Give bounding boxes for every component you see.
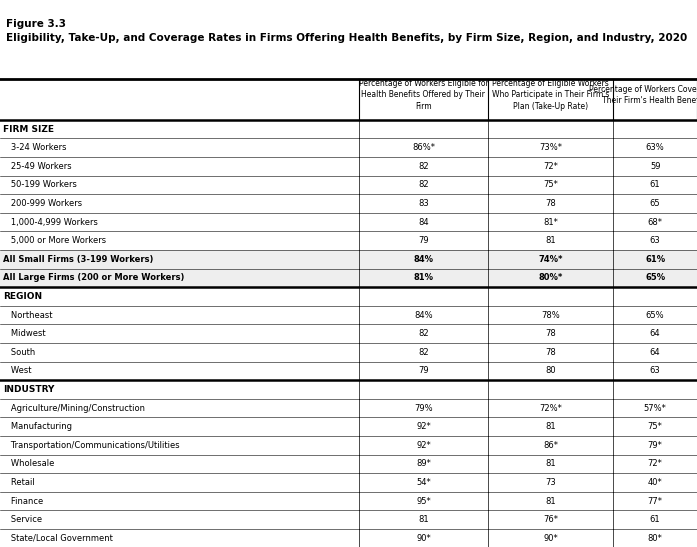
Text: 63: 63 <box>650 236 661 245</box>
Text: 78: 78 <box>545 329 556 338</box>
Text: 57%*: 57%* <box>644 404 666 412</box>
Text: Percentage of Workers Covered by
Their Firm's Health Benefits: Percentage of Workers Covered by Their F… <box>589 85 697 105</box>
Text: 82: 82 <box>418 181 429 189</box>
Text: 50-199 Workers: 50-199 Workers <box>3 181 77 189</box>
Text: 79: 79 <box>418 366 429 375</box>
Text: 84: 84 <box>418 218 429 226</box>
Text: 83: 83 <box>418 199 429 208</box>
Text: 61%: 61% <box>645 255 665 264</box>
Text: 40*: 40* <box>648 478 663 487</box>
Text: 81: 81 <box>545 459 556 468</box>
Text: 80%*: 80%* <box>539 274 562 282</box>
Text: REGION: REGION <box>3 292 43 301</box>
Text: 64: 64 <box>650 348 661 357</box>
Text: 73: 73 <box>545 478 556 487</box>
Text: State/Local Government: State/Local Government <box>3 534 114 543</box>
Text: 79: 79 <box>418 236 429 245</box>
Text: Figure 3.3: Figure 3.3 <box>6 19 66 29</box>
Text: 59: 59 <box>650 162 661 171</box>
Text: 95*: 95* <box>416 497 431 505</box>
Text: 64: 64 <box>650 329 661 338</box>
Text: 200-999 Workers: 200-999 Workers <box>3 199 83 208</box>
Text: Eligibility, Take-Up, and Coverage Rates in Firms Offering Health Benefits, by F: Eligibility, Take-Up, and Coverage Rates… <box>6 33 687 43</box>
Text: 82: 82 <box>418 329 429 338</box>
Text: 81: 81 <box>545 422 556 431</box>
Text: 90*: 90* <box>416 534 431 543</box>
Text: 1,000-4,999 Workers: 1,000-4,999 Workers <box>3 218 98 226</box>
Text: 65%: 65% <box>645 274 665 282</box>
Text: 82: 82 <box>418 162 429 171</box>
Text: 72*: 72* <box>648 459 663 468</box>
Text: 63%: 63% <box>646 143 664 152</box>
Text: 81*: 81* <box>543 218 558 226</box>
Text: 81: 81 <box>418 515 429 524</box>
Text: 80: 80 <box>545 366 556 375</box>
Text: Service: Service <box>3 515 43 524</box>
Text: 3-24 Workers: 3-24 Workers <box>3 143 67 152</box>
Text: Midwest: Midwest <box>3 329 46 338</box>
Text: South: South <box>3 348 36 357</box>
Text: 78%: 78% <box>542 311 560 319</box>
Text: 90*: 90* <box>543 534 558 543</box>
Text: 65: 65 <box>650 199 661 208</box>
Text: 78: 78 <box>545 199 556 208</box>
Text: 25-49 Workers: 25-49 Workers <box>3 162 72 171</box>
Text: Retail: Retail <box>3 478 36 487</box>
Text: 73%*: 73%* <box>539 143 562 152</box>
Bar <box>0 269 697 287</box>
Text: 81: 81 <box>545 236 556 245</box>
Text: 86*: 86* <box>543 441 558 450</box>
Text: FIRM SIZE: FIRM SIZE <box>3 125 54 133</box>
Text: 5,000 or More Workers: 5,000 or More Workers <box>3 236 107 245</box>
Text: 75*: 75* <box>543 181 558 189</box>
Text: 89*: 89* <box>416 459 431 468</box>
Text: West: West <box>3 366 32 375</box>
Text: All Large Firms (200 or More Workers): All Large Firms (200 or More Workers) <box>3 274 185 282</box>
Text: 79%: 79% <box>414 404 433 412</box>
Text: 78: 78 <box>545 348 556 357</box>
Text: 81: 81 <box>545 497 556 505</box>
Text: INDUSTRY: INDUSTRY <box>3 385 55 394</box>
Text: 77*: 77* <box>648 497 663 505</box>
Text: 92*: 92* <box>416 422 431 431</box>
Text: 72%*: 72%* <box>539 404 562 412</box>
Text: 92*: 92* <box>416 441 431 450</box>
Text: 76*: 76* <box>543 515 558 524</box>
Text: Agriculture/Mining/Construction: Agriculture/Mining/Construction <box>3 404 146 412</box>
Text: 61: 61 <box>650 515 661 524</box>
Text: 80*: 80* <box>648 534 663 543</box>
Text: All Small Firms (3-199 Workers): All Small Firms (3-199 Workers) <box>3 255 154 264</box>
Text: Northeast: Northeast <box>3 311 53 319</box>
Text: 75*: 75* <box>648 422 663 431</box>
Text: Percentage of Workers Eligible for
Health Benefits Offered by Their
Firm: Percentage of Workers Eligible for Healt… <box>358 79 489 110</box>
Text: 72*: 72* <box>543 162 558 171</box>
Text: Manufacturing: Manufacturing <box>3 422 72 431</box>
Text: 54*: 54* <box>416 478 431 487</box>
Text: 86%*: 86%* <box>412 143 435 152</box>
Text: 61: 61 <box>650 181 661 189</box>
Text: 82: 82 <box>418 348 429 357</box>
Text: 74%*: 74%* <box>538 255 563 264</box>
Text: 63: 63 <box>650 366 661 375</box>
Text: 65%: 65% <box>646 311 664 319</box>
Text: Percentage of Eligible Workers
Who Participate in Their Firm's
Plan (Take-Up Rat: Percentage of Eligible Workers Who Parti… <box>492 79 609 110</box>
Text: Transportation/Communications/Utilities: Transportation/Communications/Utilities <box>3 441 180 450</box>
Text: 68*: 68* <box>648 218 663 226</box>
Text: 84%: 84% <box>414 311 433 319</box>
Text: Finance: Finance <box>3 497 44 505</box>
Bar <box>0 250 697 269</box>
Text: 84%: 84% <box>413 255 434 264</box>
Text: 81%: 81% <box>413 274 434 282</box>
Text: 79*: 79* <box>648 441 663 450</box>
Text: Wholesale: Wholesale <box>3 459 55 468</box>
